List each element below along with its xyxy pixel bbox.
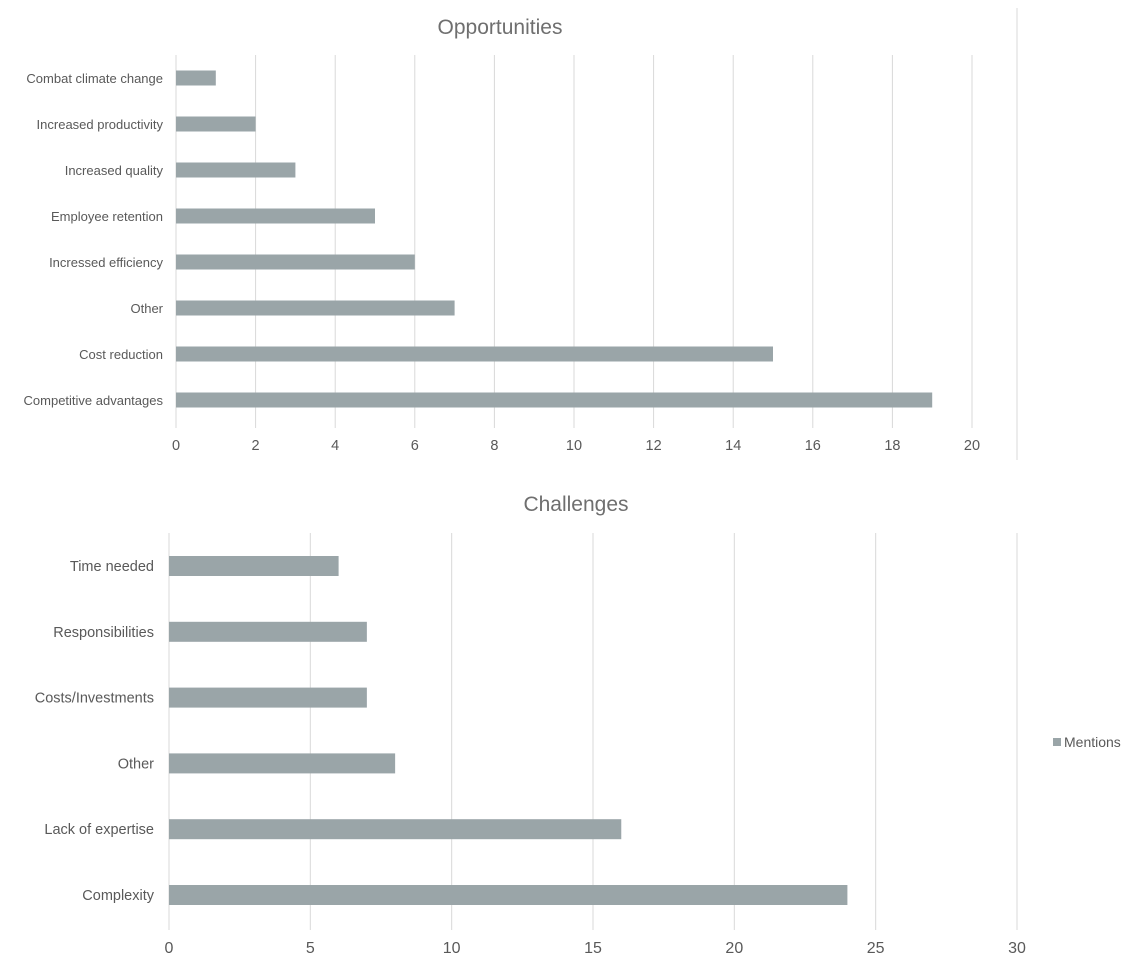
opportunities-category-label: Increased quality	[65, 163, 164, 178]
opportunities-tick-label: 18	[884, 438, 900, 454]
opportunities-category-label: Other	[130, 301, 163, 316]
opportunities-bars	[176, 70, 933, 408]
opportunities-tick-label: 4	[331, 438, 339, 454]
opportunities-title: Opportunities	[438, 16, 563, 39]
opportunities-category-label: Cost reduction	[79, 347, 163, 362]
opportunities-bar	[176, 116, 256, 132]
opportunities-gridlines	[175, 55, 973, 428]
challenges-category-label: Costs/Investments	[35, 691, 154, 707]
opportunities-category-label: Competitive advantages	[24, 393, 164, 408]
opportunities-tick-label: 10	[566, 438, 582, 454]
opportunities-bar	[176, 254, 415, 270]
opportunities-x-tick-labels: 0 2 4 6 8 10 12 14 16 18 20	[172, 438, 980, 454]
opportunities-bar	[176, 346, 773, 362]
opportunities-category-labels: Combat climate change Increased productiv…	[24, 71, 164, 408]
opportunities-bar	[176, 392, 933, 408]
challenges-bar	[169, 687, 367, 708]
opportunities-category-label: Combat climate change	[26, 71, 163, 86]
opportunities-tick-label: 12	[646, 438, 662, 454]
opportunities-tick-label: 8	[490, 438, 498, 454]
challenges-bar	[169, 819, 622, 840]
challenges-bar	[169, 753, 396, 774]
challenges-tick-label: 5	[306, 940, 315, 955]
opportunities-category-label: Incressed efficiency	[49, 255, 163, 270]
opportunities-tick-label: 2	[252, 438, 260, 454]
opportunities-bar	[176, 300, 455, 316]
opportunities-tick-label: 16	[805, 438, 821, 454]
opportunities-bar	[176, 208, 375, 224]
legend-label: Mentions	[1064, 734, 1121, 750]
legend: Mentions	[1053, 734, 1121, 750]
challenges-tick-label: 15	[584, 940, 602, 955]
challenges-category-labels: Time needed Responsibilities Costs/Investm…	[35, 559, 155, 904]
opportunities-bar	[176, 162, 296, 178]
legend-swatch	[1053, 738, 1061, 746]
challenges-x-tick-labels: 0 5 10 15 20 25 30	[165, 940, 1026, 955]
opportunities-tick-label: 6	[411, 438, 419, 454]
opportunities-tick-label: 14	[725, 438, 741, 454]
opportunities-category-label: Increased productivity	[37, 117, 164, 132]
challenges-category-label: Complexity	[82, 888, 154, 904]
opportunities-tick-label: 0	[172, 438, 180, 454]
challenges-gridlines	[168, 533, 1018, 930]
challenges-tick-label: 0	[165, 940, 174, 955]
challenges-category-label: Time needed	[70, 559, 154, 575]
challenges-bars	[169, 556, 848, 905]
challenges-category-label: Other	[118, 756, 154, 772]
challenges-title: Challenges	[523, 493, 628, 516]
challenges-tick-label: 10	[443, 940, 461, 955]
opportunities-tick-label: 20	[964, 438, 980, 454]
challenges-category-label: Lack of expertise	[44, 822, 154, 838]
challenges-bar	[169, 885, 848, 905]
opportunities-category-label: Employee retention	[51, 209, 163, 224]
opportunities-chart: Opportunities Combat climate change Incre…	[24, 16, 981, 454]
challenges-chart: Challenges Time needed Responsibilities Co…	[35, 493, 1026, 955]
challenges-category-label: Responsibilities	[53, 625, 154, 641]
challenges-tick-label: 30	[1008, 940, 1026, 955]
challenges-bar	[169, 621, 367, 642]
opportunities-bar	[176, 70, 216, 86]
challenges-bar	[169, 556, 339, 576]
challenges-tick-label: 25	[867, 940, 885, 955]
challenges-tick-label: 20	[725, 940, 743, 955]
